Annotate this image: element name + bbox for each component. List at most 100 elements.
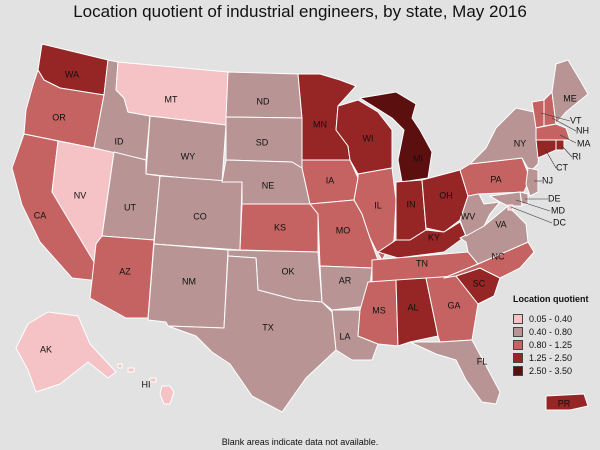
label-wi: WI: [363, 133, 374, 143]
label-ma: MA: [577, 138, 591, 148]
label-mi: MI: [413, 153, 423, 163]
label-fl: FL: [477, 356, 488, 366]
state-ri[interactable]: [555, 139, 565, 151]
legend-label: 1.25 - 2.50: [529, 353, 573, 363]
label-id: ID: [115, 136, 125, 146]
legend-swatch: [513, 327, 523, 337]
label-ca: CA: [34, 210, 47, 220]
state-hi[interactable]: [117, 363, 175, 405]
state-ct[interactable]: [535, 139, 557, 159]
state-md[interactable]: [489, 191, 523, 207]
state-il[interactable]: [353, 167, 397, 261]
legend: Location quotient 0.05 - 0.40 0.40 - 0.80…: [513, 294, 589, 378]
leader-ct: [544, 148, 557, 169]
label-ok: OK: [281, 266, 294, 276]
state-ak[interactable]: [15, 311, 117, 393]
state-va[interactable]: [459, 205, 529, 265]
legend-swatch: [513, 314, 523, 324]
legend-swatch: [513, 366, 523, 376]
label-ia: IA: [326, 175, 335, 185]
label-wa: WA: [65, 69, 79, 79]
state-ks[interactable]: [239, 203, 319, 253]
label-vt: VT: [570, 115, 582, 125]
leader-nh: [551, 117, 577, 132]
state-al[interactable]: [395, 277, 439, 347]
leader-ma: [559, 134, 577, 144]
label-hi: HI: [142, 379, 151, 389]
label-ak: AK: [40, 344, 52, 354]
label-mn: MN: [313, 119, 327, 129]
label-ut: UT: [124, 202, 136, 212]
legend-label: 2.50 - 3.50: [529, 366, 573, 376]
leader-md: [515, 199, 551, 212]
label-oh: OH: [439, 190, 453, 200]
state-dc[interactable]: [507, 204, 514, 211]
label-pr: PR: [558, 398, 571, 408]
state-pr[interactable]: [545, 393, 589, 411]
state-ky[interactable]: [377, 221, 467, 259]
label-md: MD: [551, 205, 565, 215]
label-me: ME: [563, 93, 577, 103]
label-ri: RI: [572, 151, 581, 161]
legend-item: 0.40 - 0.80: [513, 326, 589, 338]
label-ne: NE: [262, 180, 275, 190]
label-in: IN: [407, 199, 416, 209]
state-in[interactable]: [395, 179, 427, 241]
label-co: CO: [193, 211, 207, 221]
label-nj: NJ: [542, 175, 553, 185]
legend-swatch: [513, 340, 523, 350]
label-tx: TX: [262, 322, 274, 332]
state-mi[interactable]: [359, 91, 433, 183]
leader-dc: [510, 206, 553, 224]
label-il: IL: [374, 200, 382, 210]
map-title: Location quotient of industrial engineer…: [73, 2, 527, 21]
label-va: VA: [495, 219, 506, 229]
legend-label: 0.05 - 0.40: [529, 314, 573, 324]
leader-ri: [561, 145, 573, 158]
legend-item: 0.05 - 0.40: [513, 313, 589, 325]
state-ar[interactable]: [319, 265, 373, 311]
label-ms: MS: [372, 305, 386, 315]
label-pa: PA: [490, 174, 501, 184]
legend-label: 0.40 - 0.80: [529, 327, 573, 337]
leader-vt: [540, 112, 571, 122]
legend-item: 0.80 - 1.25: [513, 339, 589, 351]
label-ky: KY: [428, 232, 440, 242]
label-ga: GA: [447, 300, 460, 310]
label-wv: WV: [461, 211, 476, 221]
label-mt: MT: [165, 94, 178, 104]
label-nc: NC: [492, 251, 505, 261]
state-nd[interactable]: [225, 71, 303, 119]
label-wy: WY: [181, 151, 196, 161]
legend-item: 1.25 - 2.50: [513, 352, 589, 364]
legend-rows: 0.05 - 0.40 0.40 - 0.80 0.80 - 1.25 1.25 - …: [513, 313, 589, 377]
label-dc: DC: [553, 217, 566, 227]
label-la: LA: [339, 331, 350, 341]
label-ar: AR: [339, 275, 352, 285]
state-az[interactable]: [89, 235, 155, 319]
state-me[interactable]: [551, 59, 589, 125]
label-az: AZ: [119, 266, 131, 276]
label-nv: NV: [74, 190, 87, 200]
label-nh: NH: [576, 125, 589, 135]
label-ks: KS: [274, 222, 286, 232]
label-al: AL: [407, 302, 418, 312]
legend-item: 2.50 - 3.50: [513, 365, 589, 377]
label-sd: SD: [256, 137, 269, 147]
label-sc: SC: [473, 278, 486, 288]
label-nd: ND: [257, 96, 270, 106]
state-nj[interactable]: [525, 167, 539, 197]
state-tx[interactable]: [167, 255, 337, 413]
label-or: OR: [52, 112, 66, 122]
legend-title: Location quotient: [513, 294, 589, 304]
label-ct: CT: [556, 162, 568, 172]
label-mo: MO: [336, 225, 351, 235]
state-wy[interactable]: [145, 115, 227, 183]
state-fl[interactable]: [409, 339, 501, 405]
legend-swatch: [513, 353, 523, 363]
label-ny: NY: [514, 138, 527, 148]
legend-label: 0.80 - 1.25: [529, 340, 573, 350]
label-tn: TN: [416, 258, 428, 268]
label-de: DE: [548, 193, 561, 203]
